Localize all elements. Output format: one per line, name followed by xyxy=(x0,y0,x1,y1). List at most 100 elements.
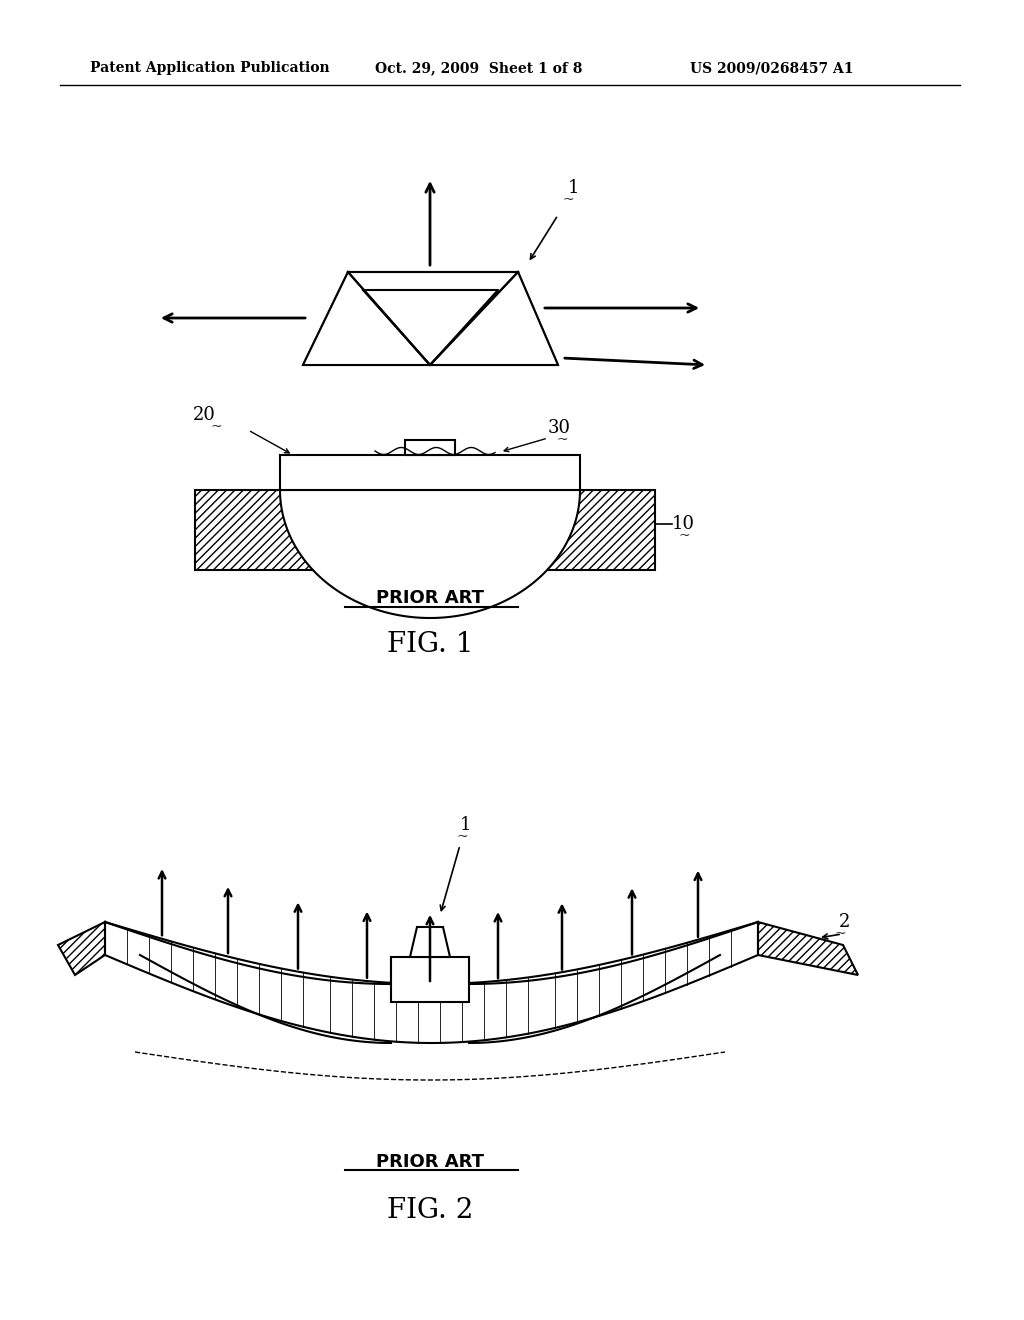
Polygon shape xyxy=(362,290,498,366)
Polygon shape xyxy=(555,973,560,1028)
Polygon shape xyxy=(709,935,714,975)
Text: ~: ~ xyxy=(456,830,468,843)
Polygon shape xyxy=(413,983,418,1043)
Polygon shape xyxy=(429,983,434,1043)
Polygon shape xyxy=(593,965,599,1018)
Polygon shape xyxy=(379,982,385,1040)
Polygon shape xyxy=(753,921,758,957)
Polygon shape xyxy=(632,956,637,1006)
Polygon shape xyxy=(604,962,610,1014)
Polygon shape xyxy=(506,979,511,1038)
Text: ~: ~ xyxy=(210,420,221,434)
Polygon shape xyxy=(550,973,555,1030)
Polygon shape xyxy=(511,979,516,1036)
Polygon shape xyxy=(116,925,122,962)
Polygon shape xyxy=(697,939,703,981)
Polygon shape xyxy=(132,931,138,969)
Polygon shape xyxy=(264,965,269,1018)
Polygon shape xyxy=(225,956,231,1006)
Bar xyxy=(280,455,580,490)
Polygon shape xyxy=(220,954,225,1003)
Polygon shape xyxy=(352,979,357,1038)
Text: ~: ~ xyxy=(678,529,689,543)
Text: US 2009/0268457 A1: US 2009/0268457 A1 xyxy=(690,61,853,75)
Polygon shape xyxy=(627,957,632,1007)
Polygon shape xyxy=(237,958,243,1008)
Text: ~: ~ xyxy=(835,927,846,941)
Polygon shape xyxy=(182,944,187,989)
Polygon shape xyxy=(297,972,302,1027)
Polygon shape xyxy=(665,948,670,993)
Polygon shape xyxy=(346,979,352,1036)
Text: FIG. 2: FIG. 2 xyxy=(387,1196,473,1224)
Polygon shape xyxy=(462,983,467,1041)
Polygon shape xyxy=(539,975,544,1032)
Polygon shape xyxy=(330,977,336,1034)
Polygon shape xyxy=(280,490,580,618)
Polygon shape xyxy=(319,975,325,1032)
Polygon shape xyxy=(714,933,720,973)
Polygon shape xyxy=(741,925,748,962)
Text: ~: ~ xyxy=(563,193,574,207)
Polygon shape xyxy=(308,973,313,1030)
Polygon shape xyxy=(390,983,396,1041)
Text: 1: 1 xyxy=(568,180,580,197)
Polygon shape xyxy=(325,975,330,1032)
Polygon shape xyxy=(736,927,741,965)
Polygon shape xyxy=(302,973,308,1028)
Polygon shape xyxy=(138,932,143,972)
Polygon shape xyxy=(407,983,413,1043)
Text: PRIOR ART: PRIOR ART xyxy=(376,1152,484,1171)
Polygon shape xyxy=(577,969,583,1022)
Polygon shape xyxy=(544,974,550,1031)
Polygon shape xyxy=(292,970,297,1026)
Polygon shape xyxy=(303,272,430,366)
Polygon shape xyxy=(374,982,379,1040)
Polygon shape xyxy=(703,937,709,978)
Polygon shape xyxy=(269,966,275,1019)
Polygon shape xyxy=(670,946,676,991)
Text: 30: 30 xyxy=(548,418,571,437)
Polygon shape xyxy=(148,935,155,975)
Polygon shape xyxy=(434,983,439,1043)
Polygon shape xyxy=(643,953,648,1002)
Polygon shape xyxy=(730,928,736,966)
Polygon shape xyxy=(111,924,116,960)
Polygon shape xyxy=(58,921,105,975)
Polygon shape xyxy=(610,961,615,1012)
Polygon shape xyxy=(495,981,500,1039)
Polygon shape xyxy=(676,944,681,989)
Polygon shape xyxy=(336,978,341,1035)
Polygon shape xyxy=(160,939,165,981)
Polygon shape xyxy=(516,978,522,1036)
Polygon shape xyxy=(659,949,665,995)
Polygon shape xyxy=(286,969,292,1024)
Polygon shape xyxy=(648,952,653,999)
Polygon shape xyxy=(165,940,171,982)
Polygon shape xyxy=(467,983,473,1041)
Polygon shape xyxy=(248,961,253,1012)
Bar xyxy=(406,440,455,455)
Polygon shape xyxy=(599,964,604,1016)
Polygon shape xyxy=(621,958,627,1008)
Polygon shape xyxy=(692,940,697,982)
Polygon shape xyxy=(357,981,362,1039)
Polygon shape xyxy=(259,964,264,1016)
Polygon shape xyxy=(369,981,374,1040)
Bar xyxy=(195,490,655,570)
Polygon shape xyxy=(483,982,489,1040)
Polygon shape xyxy=(243,960,248,1011)
Polygon shape xyxy=(615,960,621,1011)
Polygon shape xyxy=(748,924,753,960)
Polygon shape xyxy=(560,972,566,1027)
Text: 10: 10 xyxy=(672,515,695,533)
Polygon shape xyxy=(687,941,692,985)
Text: 2: 2 xyxy=(840,913,851,931)
Polygon shape xyxy=(534,975,539,1032)
Polygon shape xyxy=(681,942,687,987)
Polygon shape xyxy=(653,950,659,998)
Polygon shape xyxy=(423,983,429,1043)
Polygon shape xyxy=(281,969,286,1022)
Text: Oct. 29, 2009  Sheet 1 of 8: Oct. 29, 2009 Sheet 1 of 8 xyxy=(375,61,583,75)
Polygon shape xyxy=(385,982,390,1041)
